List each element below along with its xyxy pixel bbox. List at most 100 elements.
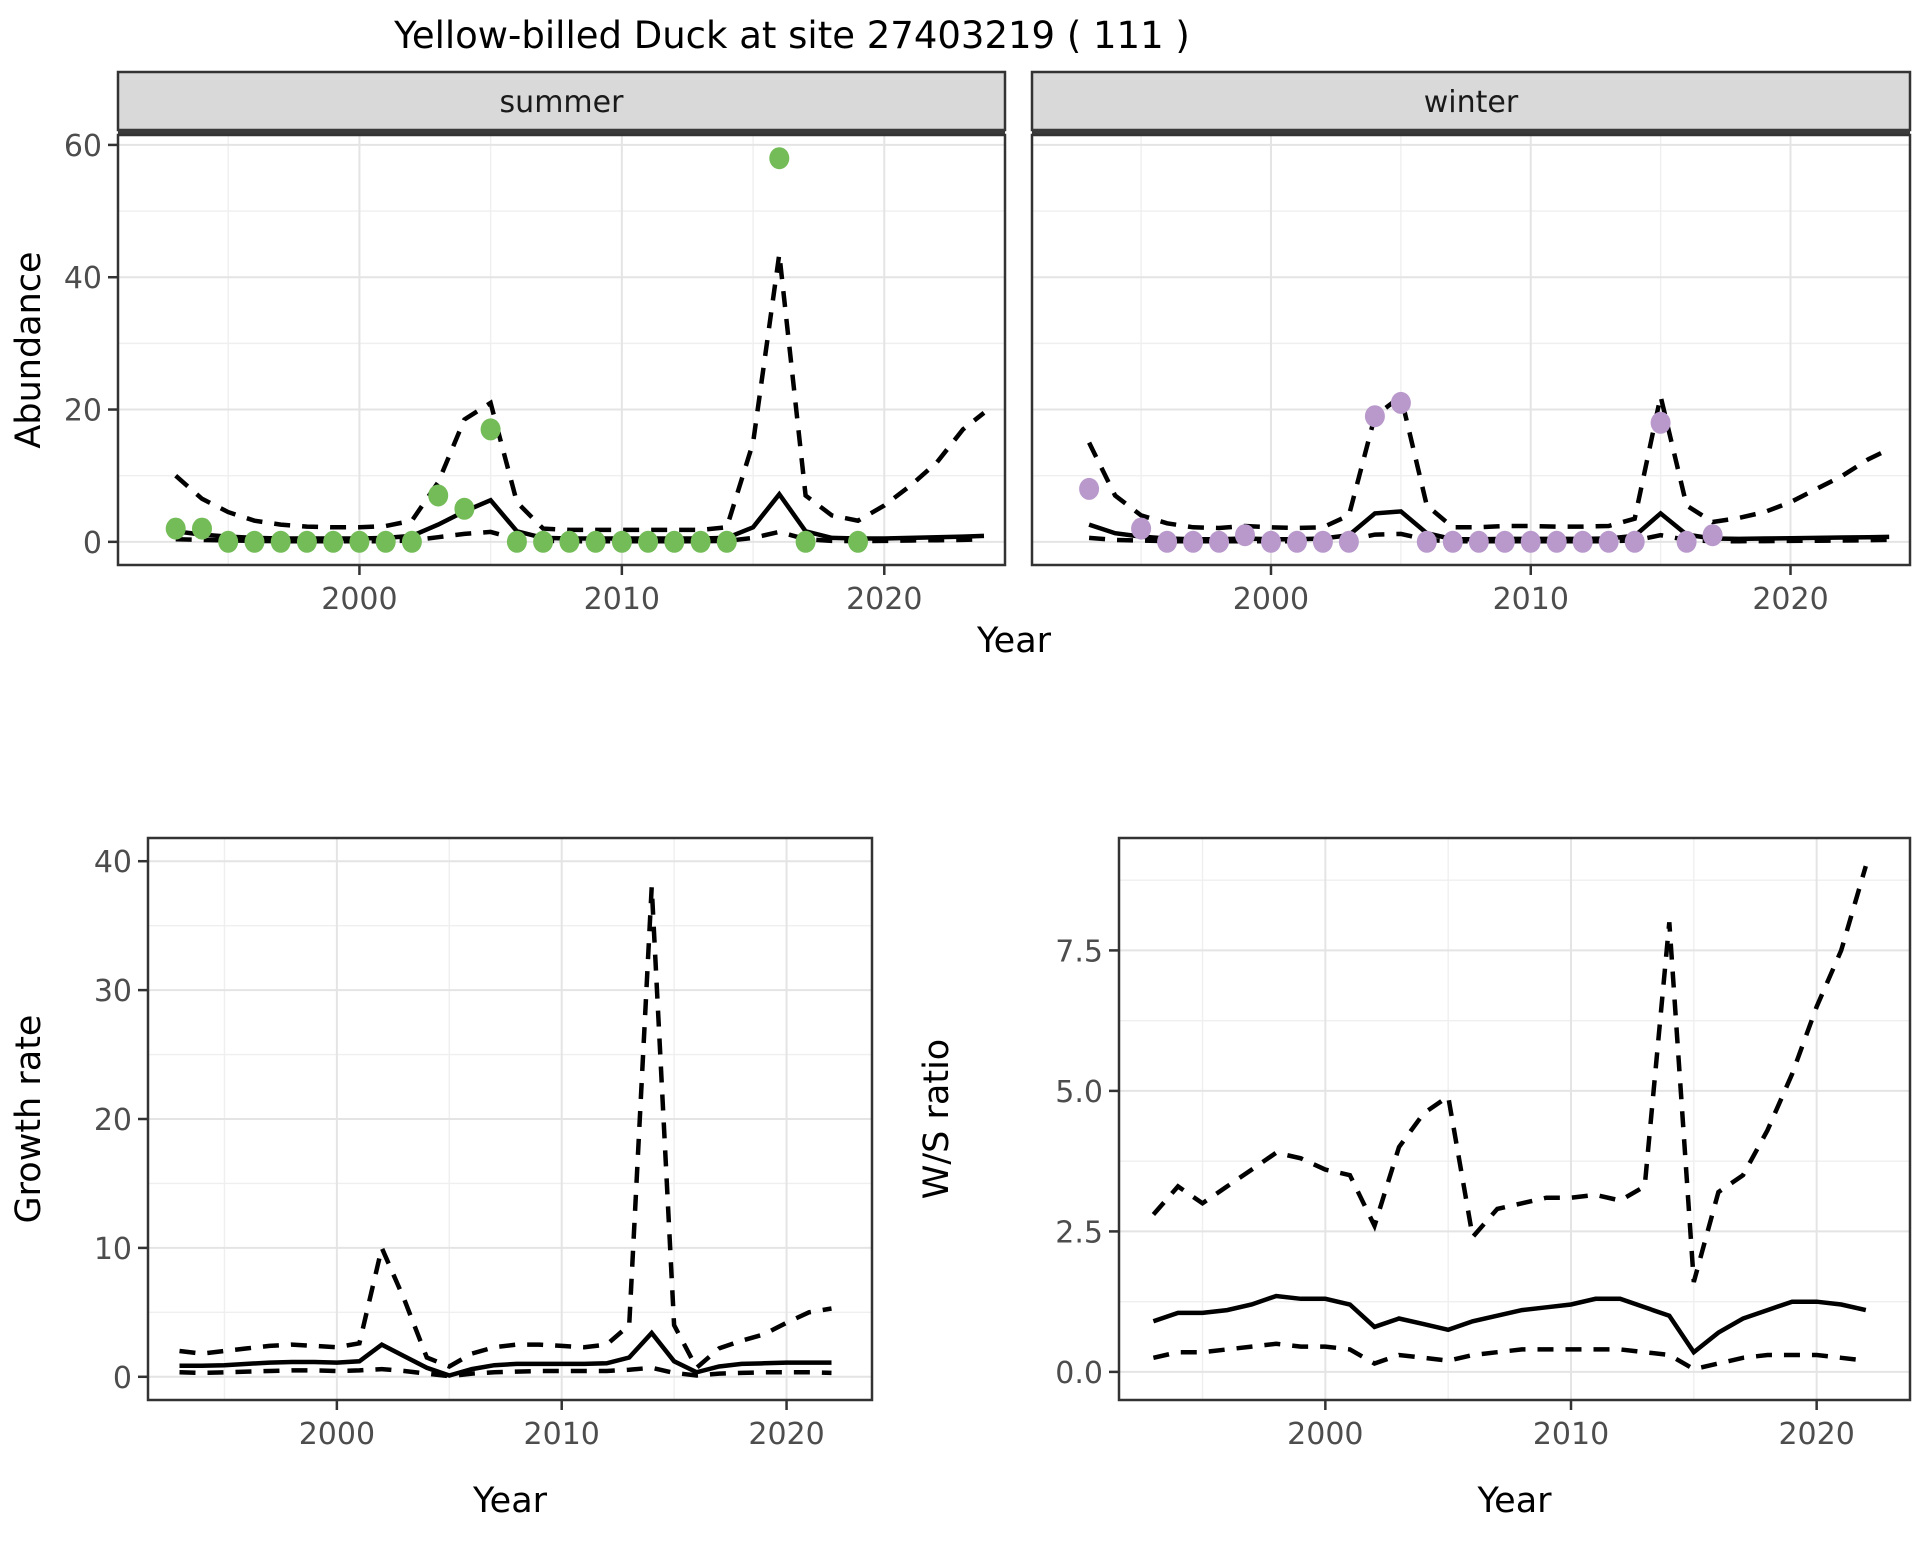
x-tick-label: 2020	[748, 1417, 824, 1452]
y-tick-label: 0	[113, 1361, 132, 1396]
lower-ci-line	[1152, 1341, 1867, 1372]
y-tick-label: 40	[64, 261, 102, 296]
data-point	[1364, 405, 1385, 428]
data-point	[638, 530, 659, 553]
panel-abundance-winter: winter 2000 2010 2020	[1030, 70, 1912, 617]
data-layer	[1079, 391, 1891, 553]
panel-background	[118, 135, 1005, 565]
top-row-x-axis-title: Year	[976, 621, 1052, 661]
data-point	[1183, 530, 1204, 553]
y-tick-label: 60	[64, 129, 102, 164]
y-tick-label: 30	[94, 974, 132, 1009]
panel-background	[1032, 135, 1910, 565]
panel-background	[1119, 838, 1910, 1400]
upper-ci-line	[179, 886, 832, 1372]
facet-strip-label: winter	[1424, 85, 1519, 120]
panel-border	[1117, 836, 1912, 1402]
facet-strip	[1030, 70, 1912, 132]
y-tick-label: 20	[64, 394, 102, 429]
x-axis-title: Year	[1476, 1481, 1552, 1521]
y-tick-label: 2.5	[1055, 1215, 1103, 1250]
data-point	[375, 530, 396, 553]
data-point	[323, 530, 344, 553]
x-tick-label: 2000	[1287, 1417, 1363, 1452]
data-point	[1390, 391, 1411, 414]
data-point	[454, 497, 475, 520]
figure-title: Yellow-billed Duck at site 27403219 ( 11…	[394, 14, 1190, 57]
data-point	[716, 530, 737, 553]
data-point	[401, 530, 422, 553]
data-point	[1157, 530, 1178, 553]
median-line	[1152, 1293, 1867, 1356]
lower-ci-line	[179, 1365, 832, 1379]
data-point	[1131, 517, 1152, 540]
facet-strip	[116, 70, 1007, 132]
facet-strip-underline	[118, 129, 1005, 136]
upper-ci-line	[1151, 865, 1868, 1283]
y-axis-title: Abundance	[9, 251, 49, 448]
data-point	[349, 530, 370, 553]
y-tick-label: 7.5	[1055, 934, 1103, 969]
data-point	[1702, 524, 1723, 547]
data-layer	[1151, 865, 1868, 1372]
panel-border	[116, 133, 1007, 567]
panel-border	[1030, 133, 1912, 567]
data-point	[428, 484, 449, 507]
data-point	[1079, 477, 1100, 500]
data-point	[1572, 530, 1593, 553]
panel-growth-rate: 2000 2010 2020 0 10 20 30 40 Year Growth rate	[9, 836, 874, 1521]
data-point	[1676, 530, 1697, 553]
facet-strip-underline	[1032, 129, 1910, 136]
data-point	[165, 517, 186, 540]
data-point	[533, 530, 554, 553]
data-point	[690, 530, 711, 553]
upper-ci-line	[1087, 392, 1891, 531]
data-point	[769, 147, 790, 170]
data-point	[192, 517, 212, 540]
x-tick-label: 2020	[1778, 1417, 1854, 1452]
data-point	[585, 530, 606, 553]
data-point	[664, 530, 685, 553]
y-axis-title: W/S ratio	[917, 1039, 957, 1199]
x-tick-label: 2010	[1493, 582, 1569, 617]
data-point	[218, 530, 239, 553]
data-point	[1494, 530, 1515, 553]
data-point	[1442, 530, 1463, 553]
data-point	[1235, 524, 1255, 547]
upper-ci-line	[174, 253, 986, 533]
y-tick-label: 10	[94, 1232, 132, 1267]
data-point	[244, 530, 265, 553]
data-point	[848, 530, 868, 553]
facet-strip-label: summer	[500, 85, 625, 120]
data-point	[1209, 530, 1229, 553]
y-tick-label: 5.0	[1055, 1075, 1103, 1110]
x-tick-label: 2020	[1752, 582, 1828, 617]
x-tick-label: 2000	[321, 582, 397, 617]
data-point	[611, 530, 632, 553]
data-point	[506, 530, 527, 553]
y-tick-label: 20	[94, 1103, 132, 1138]
data-point	[795, 530, 816, 553]
x-tick-label: 2010	[1533, 1417, 1609, 1452]
data-point	[559, 530, 580, 553]
data-layer	[165, 147, 986, 553]
y-tick-label: 0	[83, 526, 102, 561]
data-point	[1598, 530, 1619, 553]
data-point	[1624, 530, 1645, 553]
panel-ws-ratio: 2000 2010 2020 0.0 2.5 5.0 7.5 Year W/S ratio	[917, 836, 1912, 1521]
y-tick-label: 40	[94, 845, 132, 880]
panel-abundance-summer: summer 2000 2010 2020 0 20 40 60 Abundance	[9, 70, 1007, 617]
data-point	[1416, 530, 1437, 553]
data-point	[1520, 530, 1541, 553]
x-tick-label: 2010	[524, 1417, 600, 1452]
y-tick-label: 0.0	[1055, 1356, 1103, 1391]
x-tick-label: 2000	[299, 1417, 375, 1452]
data-point	[1338, 530, 1359, 553]
x-tick-label: 2020	[846, 582, 922, 617]
data-point	[480, 418, 501, 441]
data-point	[270, 530, 291, 553]
data-point	[1261, 530, 1281, 553]
x-tick-label: 2010	[584, 582, 660, 617]
